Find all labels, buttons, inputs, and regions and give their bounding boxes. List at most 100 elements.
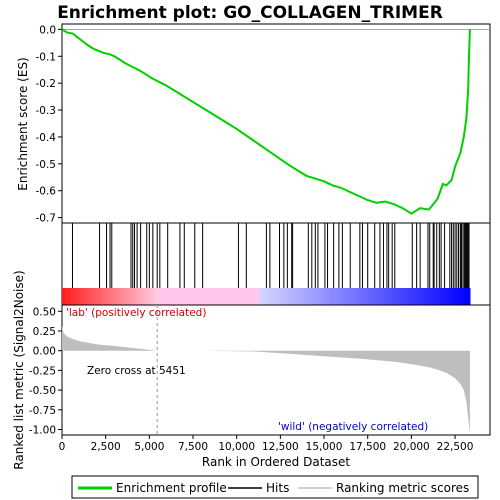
enrichment-profile-line (61, 28, 471, 215)
rank-color-segment (459, 288, 464, 305)
rank-color-segment (153, 288, 158, 305)
rank-color-segment (143, 288, 148, 305)
rank-color-segment (330, 288, 335, 305)
rank-color-segment (299, 288, 304, 305)
rank-color-segment (119, 288, 124, 305)
metric-y-tick-label: 0.25 (33, 326, 56, 338)
chart-title: Enrichment plot: GO_COLLAGEN_TRIMER (57, 3, 443, 23)
rank-color-segment (106, 288, 111, 305)
metric-y-tick-label: -0.50 (29, 385, 56, 397)
rank-color-segment (286, 288, 291, 305)
rank-color-segment (68, 288, 73, 305)
rank-color-segment (78, 288, 83, 305)
rank-color-segment (367, 288, 372, 305)
rank-color-segment (194, 288, 199, 305)
metric-y-tick-label: 0.50 (33, 306, 56, 318)
rank-color-segment (361, 288, 366, 305)
rank-color-segment (405, 288, 410, 305)
x-axis-label: Rank in Ordered Dataset (202, 455, 350, 469)
zero-cross-label: Zero cross at 5451 (87, 365, 186, 377)
rank-color-segment (204, 288, 209, 305)
x-tick-label: 2,500 (91, 441, 121, 453)
rank-color-segment (238, 288, 243, 305)
es-axis-label: Enrichment score (ES) (16, 57, 30, 190)
rank-color-segment (296, 288, 301, 305)
rank-color-segment (167, 288, 172, 305)
rank-color-segment (82, 288, 87, 305)
rank-color-segment (323, 288, 328, 305)
rank-color-segment (136, 288, 141, 305)
rank-color-segment (211, 288, 216, 305)
rank-color-segment (310, 288, 315, 305)
rank-color-segment (218, 288, 223, 305)
rank-color-segment (163, 288, 168, 305)
rank-color-segment (99, 288, 104, 305)
rank-color-segment (398, 288, 403, 305)
rank-color-segment (85, 288, 90, 305)
rank-color-segment (95, 288, 100, 305)
rank-color-segment (316, 288, 321, 305)
rank-color-segment (354, 288, 359, 305)
rank-color-segment (282, 288, 287, 305)
rank-color-segment (214, 288, 219, 305)
rank-color-segment (170, 288, 175, 305)
rank-color-segment (191, 288, 196, 305)
rank-color-segment (333, 288, 338, 305)
rank-color-segment (235, 288, 240, 305)
rank-color-segment (276, 288, 281, 305)
positive-correlation-label: 'lab' (positively correlated) (66, 307, 206, 319)
rank-color-segment (418, 288, 423, 305)
rank-color-segment (255, 288, 260, 305)
rank-color-segment (269, 288, 274, 305)
rank-color-segment (371, 288, 376, 305)
x-tick-label: 12,500 (262, 441, 299, 453)
es-y-tick-label: -0.2 (36, 78, 57, 90)
rank-color-segment (72, 288, 77, 305)
rank-color-segment (313, 288, 318, 305)
rank-color-segment (466, 288, 471, 305)
rank-color-segment (109, 288, 114, 305)
rank-color-segment (374, 288, 379, 305)
rank-color-segment (228, 288, 233, 305)
metric-y-tick-label: -1.00 (29, 424, 56, 436)
legend-metric-label: Ranking metric scores (336, 481, 469, 495)
rank-color-segment (177, 288, 182, 305)
x-tick-label: 7,500 (178, 441, 208, 453)
es-y-tick-label: -0.5 (36, 159, 57, 171)
rank-color-segment (388, 288, 393, 305)
rank-color-segment (456, 288, 461, 305)
rank-color-segment (429, 288, 434, 305)
rank-color-segment (62, 288, 66, 305)
rank-color-segment (289, 288, 294, 305)
rank-color-segment (401, 288, 406, 305)
rank-color-segment (160, 288, 165, 305)
rank-color-segment (174, 288, 179, 305)
rank-color-segment (208, 288, 213, 305)
x-ticks: 0 2,500 5,000 7,500 10,000 12,500 15,000 17,500… (59, 435, 474, 453)
rank-color-segment (259, 288, 264, 305)
es-y-ticks: 0.0 -0.1 -0.2 -0.3 -0.4 -0.5 -0.6 -0.7 (36, 24, 62, 225)
rank-color-segment (248, 288, 253, 305)
rank-color-segment (463, 288, 468, 305)
ranking-metric-area (62, 325, 470, 434)
rank-color-segment (279, 288, 284, 305)
rank-color-segment (187, 288, 192, 305)
metric-panel: 0.50 0.25 0.00 -0.25 -0.50 -0.75 -1.00 'lab' (… (12, 270, 491, 470)
es-y-tick-label: -0.6 (36, 186, 57, 198)
rank-color-segment (252, 288, 257, 305)
rank-color-segment (116, 288, 121, 305)
rank-color-segment (65, 288, 70, 305)
hits-panel (61, 222, 491, 306)
rank-color-segment (442, 288, 447, 305)
x-tick-label: 22,500 (437, 441, 474, 453)
rank-color-segment (262, 288, 267, 305)
rank-color-segment (432, 288, 437, 305)
rank-color-segment (435, 288, 440, 305)
es-y-tick-label: -0.7 (36, 213, 57, 225)
rank-color-segment (293, 288, 298, 305)
hit-marks (71, 223, 470, 288)
rank-color-segment (89, 288, 94, 305)
rank-color-segment (75, 288, 80, 305)
rank-color-segment (378, 288, 383, 305)
